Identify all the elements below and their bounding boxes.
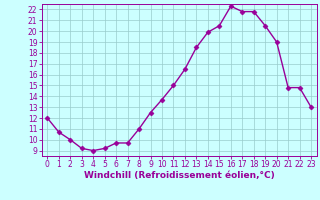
X-axis label: Windchill (Refroidissement éolien,°C): Windchill (Refroidissement éolien,°C) bbox=[84, 171, 275, 180]
